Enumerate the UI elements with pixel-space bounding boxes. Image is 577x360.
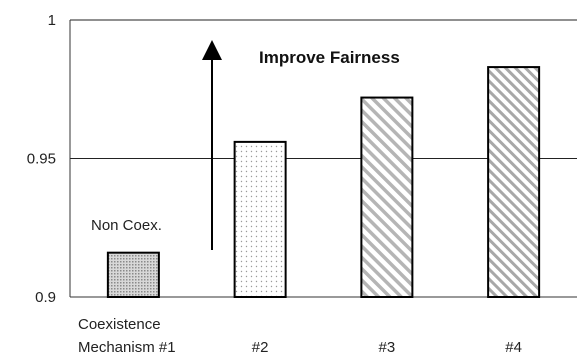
x-category-label: #4 (505, 339, 522, 356)
bar (487, 66, 541, 298)
x-category-label: #3 (379, 339, 396, 356)
fairness-annotation: Improve Fairness (202, 40, 400, 250)
x-category-label: Coexistence Mechanism #1 (78, 316, 176, 356)
x-category-label: #2 (252, 339, 269, 356)
category-labels: Coexistence Mechanism #1 #2 #3 #4 (78, 316, 522, 356)
bar (106, 251, 160, 298)
y-tick-labels: 0.9 0.95 1 (27, 12, 56, 306)
y-tick-label: 0.95 (27, 151, 56, 168)
bar (233, 140, 287, 298)
y-tick-label: 0.9 (35, 289, 56, 306)
bars (106, 66, 541, 298)
arrow-label: Improve Fairness (259, 48, 400, 67)
y-tick-label: 1 (48, 12, 56, 29)
bar (360, 96, 414, 298)
baseline-label: Non Coex. (91, 217, 162, 234)
